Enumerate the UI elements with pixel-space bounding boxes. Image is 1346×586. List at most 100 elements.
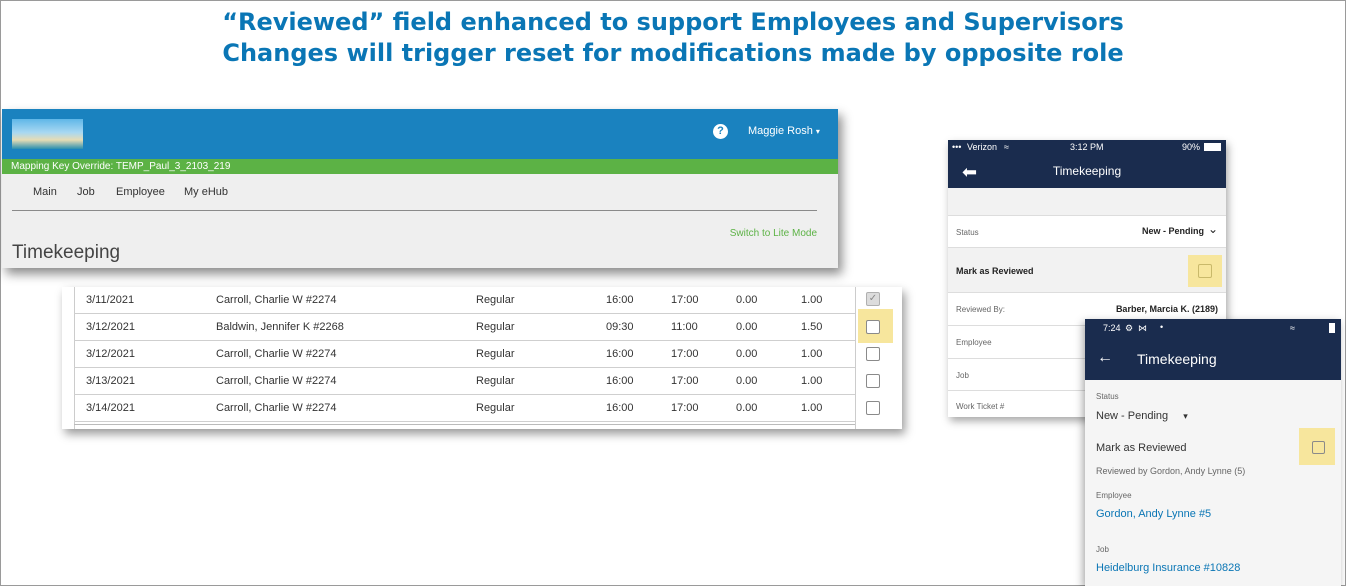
ios-nav-header: ⬅ Timekeeping bbox=[948, 154, 1226, 188]
cell-start: 16:00 bbox=[606, 402, 634, 414]
cell-date: 3/12/2021 bbox=[86, 321, 135, 333]
nav-divider bbox=[12, 210, 817, 211]
table-row[interactable]: 3/14/2021 Carroll, Charlie W #2274 Regul… bbox=[74, 395, 855, 422]
android-status-bar: 7:24 ⚙ ⋈ • ≈ bbox=[1085, 319, 1341, 338]
cell-type: Regular bbox=[476, 402, 515, 414]
mark-reviewed-row[interactable]: Mark as Reviewed bbox=[948, 248, 1226, 293]
mark-reviewed-checkbox[interactable] bbox=[1198, 264, 1212, 278]
cell-type: Regular bbox=[476, 321, 515, 333]
reviewed-checkbox[interactable]: ✓ bbox=[866, 292, 880, 306]
battery-percent: 90% bbox=[1182, 142, 1201, 152]
headline-line2: Changes will trigger reset for modificat… bbox=[222, 39, 1124, 67]
cell-end: 11:00 bbox=[671, 321, 698, 333]
ios-status-bar: ••• Verizon ≈ 3:12 PM 90% bbox=[948, 140, 1226, 154]
cell-value-a: 0.00 bbox=[736, 375, 758, 387]
reviewed-checkbox[interactable] bbox=[866, 320, 880, 334]
user-menu[interactable]: Maggie Rosh ▾ bbox=[748, 125, 820, 137]
cell-end: 17:00 bbox=[671, 402, 699, 414]
chevron-down-icon: ⌄ bbox=[1207, 222, 1218, 236]
headline-line1: “Reviewed” field enhanced to support Emp… bbox=[222, 8, 1124, 36]
cell-value-b: 1.00 bbox=[801, 348, 823, 360]
table-row[interactable]: 3/13/2021 Carroll, Charlie W #2274 Regul… bbox=[74, 368, 855, 395]
cell-end: 17:00 bbox=[671, 375, 699, 387]
status-dropdown[interactable]: New - Pending ▾ bbox=[1096, 410, 1188, 422]
iphone-screen: ••• Verizon ≈ 3:12 PM 90% ⬅ Timekeeping … bbox=[948, 140, 1226, 417]
reviewed-by-value: Barber, Marcia K. (2189) bbox=[1115, 304, 1218, 314]
nav-employee[interactable]: Employee bbox=[116, 186, 165, 198]
mapping-key-bar: Mapping Key Override: TEMP_Paul_3_2103_2… bbox=[2, 159, 838, 174]
employee-label: Employee bbox=[956, 338, 992, 347]
reviewed-checkbox[interactable] bbox=[866, 374, 880, 388]
nav-job[interactable]: Job bbox=[77, 186, 95, 198]
android-time: 7:24 bbox=[1103, 323, 1121, 333]
mark-reviewed-checkbox[interactable] bbox=[1312, 441, 1325, 454]
mark-reviewed-label: Mark as Reviewed bbox=[1096, 442, 1187, 454]
nav-my-ehub[interactable]: My eHub bbox=[184, 186, 229, 198]
signal-icon: ••• bbox=[952, 142, 962, 152]
cell-start: 16:00 bbox=[606, 375, 634, 387]
cell-date: 3/14/2021 bbox=[86, 402, 135, 414]
cell-value-b: 1.00 bbox=[801, 402, 823, 414]
table-left-border bbox=[74, 287, 75, 429]
employee-link[interactable]: Gordon, Andy Lynne #5 bbox=[1096, 508, 1212, 520]
cell-date: 3/11/2021 bbox=[86, 294, 135, 306]
company-logo[interactable] bbox=[12, 119, 83, 149]
page-title: Timekeeping bbox=[12, 242, 121, 263]
notification-icon: ⋈ bbox=[1138, 323, 1147, 333]
cell-type: Regular bbox=[476, 294, 515, 306]
reviewed-by-label: Reviewed By: bbox=[956, 305, 1005, 314]
switch-lite-mode-link[interactable]: Switch to Lite Mode bbox=[729, 228, 817, 239]
battery-icon bbox=[1329, 323, 1335, 333]
work-ticket-label: Work Ticket # bbox=[956, 402, 1005, 411]
cell-value-a: 0.00 bbox=[736, 294, 758, 306]
cell-date: 3/13/2021 bbox=[86, 375, 135, 387]
cell-end: 17:00 bbox=[671, 294, 699, 306]
cell-employee: Baldwin, Jennifer K #2268 bbox=[216, 321, 344, 333]
job-label: Job bbox=[1096, 545, 1109, 554]
caret-down-icon: ▾ bbox=[815, 127, 820, 136]
cell-type: Regular bbox=[476, 348, 515, 360]
cell-employee: Carroll, Charlie W #2274 bbox=[216, 375, 337, 387]
cell-employee: Carroll, Charlie W #2274 bbox=[216, 294, 337, 306]
table-bottom-border bbox=[74, 424, 855, 425]
cell-value-a: 0.00 bbox=[736, 321, 758, 333]
ios-time: 3:12 PM bbox=[1070, 142, 1104, 152]
table-row[interactable]: 3/11/2021 Carroll, Charlie W #2274 Regul… bbox=[74, 287, 855, 314]
desktop-window: ? Maggie Rosh ▾ Mapping Key Override: TE… bbox=[2, 109, 838, 268]
status-value: New - Pending bbox=[1141, 226, 1204, 236]
nav-main[interactable]: Main bbox=[33, 186, 57, 198]
back-arrow-icon[interactable]: ← bbox=[1097, 349, 1113, 366]
wifi-icon: ≈ bbox=[1004, 142, 1009, 152]
help-icon[interactable]: ? bbox=[713, 124, 728, 139]
signal-icon: ≈ bbox=[1290, 323, 1295, 333]
cell-start: 09:30 bbox=[606, 321, 634, 333]
ios-spacer bbox=[948, 188, 1226, 216]
cell-employee: Carroll, Charlie W #2274 bbox=[216, 348, 337, 360]
status-row[interactable]: Status New - Pending ⌄ bbox=[948, 216, 1226, 248]
status-label: Status bbox=[1096, 392, 1119, 401]
job-link[interactable]: Heidelburg Insurance #10828 bbox=[1096, 562, 1241, 574]
settings-icon: ⚙ bbox=[1125, 323, 1134, 333]
reviewed-checkbox[interactable] bbox=[866, 401, 880, 415]
back-arrow-icon[interactable]: ⬅ bbox=[962, 162, 978, 182]
desktop-header: ? Maggie Rosh ▾ bbox=[2, 109, 838, 159]
cell-value-a: 0.00 bbox=[736, 348, 758, 360]
cell-value-b: 1.00 bbox=[801, 375, 823, 387]
table-row[interactable]: 3/12/2021 Carroll, Charlie W #2274 Regul… bbox=[74, 341, 855, 368]
table-right-border bbox=[855, 287, 856, 429]
mark-reviewed-label: Mark as Reviewed bbox=[956, 266, 1034, 276]
cell-start: 16:00 bbox=[606, 348, 634, 360]
user-name: Maggie Rosh bbox=[748, 125, 813, 137]
status-value: New - Pending bbox=[1096, 410, 1169, 422]
reviewed-highlight bbox=[1188, 255, 1222, 287]
cell-start: 16:00 bbox=[606, 294, 634, 306]
reviewed-checkbox[interactable] bbox=[866, 347, 880, 361]
cell-end: 17:00 bbox=[671, 348, 699, 360]
table-row[interactable]: 3/12/2021 Baldwin, Jennifer K #2268 Regu… bbox=[74, 314, 855, 341]
job-label: Job bbox=[956, 371, 969, 380]
status-label: Status bbox=[956, 228, 979, 237]
android-app-bar: ← Timekeeping bbox=[1085, 338, 1341, 380]
android-screen: 7:24 ⚙ ⋈ • ≈ ← Timekeeping Status New - … bbox=[1085, 319, 1341, 586]
caret-down-icon: ▾ bbox=[1183, 411, 1188, 421]
employee-label: Employee bbox=[1096, 491, 1132, 500]
